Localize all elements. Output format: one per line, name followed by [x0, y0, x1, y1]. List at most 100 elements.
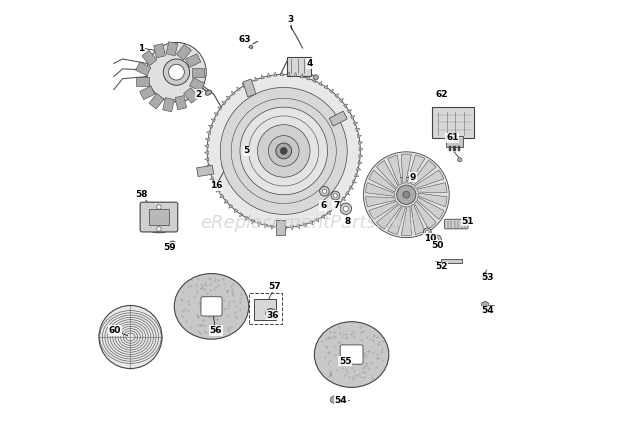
Polygon shape — [330, 89, 334, 93]
Text: 55: 55 — [339, 357, 352, 366]
Bar — [329, 111, 347, 126]
Polygon shape — [417, 183, 447, 193]
Polygon shape — [376, 160, 398, 188]
Polygon shape — [208, 171, 212, 174]
Circle shape — [322, 189, 327, 194]
Text: 1: 1 — [138, 44, 144, 53]
Polygon shape — [369, 170, 396, 192]
FancyBboxPatch shape — [287, 57, 311, 76]
Circle shape — [435, 238, 439, 241]
Polygon shape — [205, 138, 210, 141]
Polygon shape — [280, 72, 284, 76]
Polygon shape — [407, 155, 425, 183]
Polygon shape — [224, 199, 228, 203]
Circle shape — [320, 187, 329, 196]
Bar — [441, 259, 463, 263]
Circle shape — [340, 203, 352, 214]
Bar — [276, 220, 285, 236]
Text: eReplacementParts.com: eReplacementParts.com — [200, 214, 420, 232]
Text: 51: 51 — [461, 217, 474, 225]
Bar — [254, 299, 276, 320]
Polygon shape — [411, 160, 436, 185]
Circle shape — [403, 191, 410, 198]
Polygon shape — [312, 78, 316, 83]
Polygon shape — [414, 201, 436, 229]
Polygon shape — [216, 189, 220, 192]
Circle shape — [147, 42, 206, 102]
Polygon shape — [309, 221, 312, 225]
Polygon shape — [205, 157, 209, 161]
Polygon shape — [352, 180, 356, 183]
Text: 7: 7 — [333, 201, 340, 210]
Text: 56: 56 — [210, 326, 222, 335]
Polygon shape — [342, 197, 345, 201]
Circle shape — [397, 185, 416, 204]
FancyBboxPatch shape — [201, 297, 222, 316]
Text: 60: 60 — [109, 326, 122, 335]
Polygon shape — [252, 219, 255, 224]
Circle shape — [343, 206, 348, 211]
Circle shape — [433, 235, 441, 244]
Text: 6: 6 — [320, 201, 326, 210]
Text: 10: 10 — [424, 234, 436, 243]
Circle shape — [207, 74, 360, 228]
Bar — [184, 88, 198, 103]
Polygon shape — [418, 193, 447, 207]
Polygon shape — [366, 183, 394, 196]
Polygon shape — [205, 145, 209, 148]
Polygon shape — [264, 224, 267, 228]
Polygon shape — [209, 125, 213, 128]
Polygon shape — [376, 204, 402, 229]
FancyBboxPatch shape — [340, 345, 363, 364]
Polygon shape — [284, 226, 287, 230]
Ellipse shape — [205, 90, 211, 95]
Polygon shape — [293, 72, 297, 77]
Polygon shape — [274, 72, 277, 76]
Circle shape — [169, 64, 184, 80]
Polygon shape — [345, 191, 350, 195]
Bar — [149, 94, 164, 109]
Polygon shape — [246, 216, 249, 221]
Bar — [175, 95, 187, 110]
Ellipse shape — [266, 309, 275, 317]
Bar — [136, 77, 149, 86]
Text: 2: 2 — [195, 90, 202, 99]
Polygon shape — [332, 206, 336, 211]
Ellipse shape — [314, 322, 389, 387]
Text: 5: 5 — [244, 146, 250, 156]
Bar — [154, 44, 166, 58]
Polygon shape — [261, 75, 264, 79]
Polygon shape — [234, 209, 238, 213]
Polygon shape — [411, 204, 425, 234]
Polygon shape — [213, 183, 217, 186]
Polygon shape — [321, 214, 325, 219]
Circle shape — [482, 273, 488, 279]
Bar — [177, 45, 192, 60]
Polygon shape — [214, 113, 218, 116]
Polygon shape — [359, 148, 363, 151]
Circle shape — [331, 191, 340, 200]
Ellipse shape — [222, 162, 231, 170]
Text: 59: 59 — [164, 243, 176, 252]
Bar — [243, 79, 256, 97]
Bar — [142, 50, 157, 66]
Polygon shape — [401, 206, 412, 236]
Text: 53: 53 — [481, 274, 494, 282]
Circle shape — [280, 148, 287, 154]
Circle shape — [276, 143, 291, 159]
Text: 62: 62 — [435, 90, 448, 99]
Bar — [162, 98, 174, 112]
Bar — [192, 68, 204, 77]
Polygon shape — [388, 206, 406, 234]
Text: 52: 52 — [435, 263, 448, 271]
Circle shape — [334, 194, 337, 198]
Bar — [149, 209, 169, 225]
Circle shape — [157, 205, 161, 209]
Polygon shape — [355, 128, 360, 131]
Circle shape — [313, 75, 318, 80]
Polygon shape — [353, 122, 358, 125]
Circle shape — [270, 310, 280, 319]
Circle shape — [99, 305, 162, 369]
Polygon shape — [290, 225, 293, 230]
Ellipse shape — [148, 203, 170, 211]
